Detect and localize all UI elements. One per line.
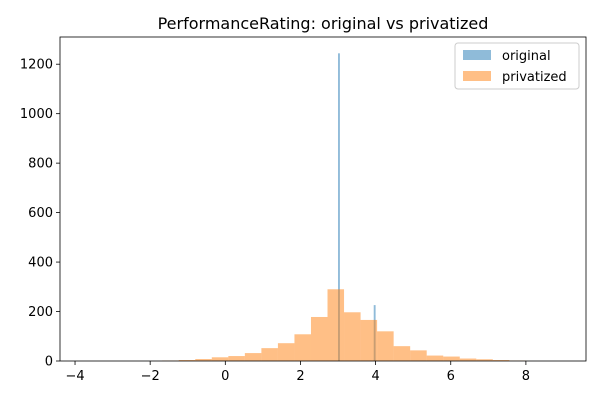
bar-privatized-10 [327, 289, 345, 361]
bar-privatized-15 [410, 350, 427, 361]
x-tick-label-4: 4 [371, 369, 379, 384]
y-tick-label-3: 600 [28, 206, 53, 221]
legend-swatch-privatized [463, 71, 491, 81]
plot-frame [59, 36, 587, 362]
x-tick-label-6: 8 [522, 369, 530, 384]
x-axis: −4 −2 0 2 4 6 8 [65, 361, 530, 384]
bar-privatized-14 [393, 346, 411, 361]
y-tick-label-4: 800 [28, 157, 53, 172]
bar-privatized-17 [443, 356, 460, 361]
legend-label-original: original [502, 49, 551, 64]
bar-privatized-8 [294, 334, 311, 361]
bar-privatized-4 [228, 356, 245, 361]
bar-privatized-9 [310, 316, 328, 361]
legend: original privatized [454, 42, 580, 90]
chart-title: PerformanceRating: original vs privatize… [158, 14, 489, 33]
x-tick-label-5: 6 [447, 369, 455, 384]
bar-privatized-20 [492, 360, 510, 361]
x-tick-label-1: −2 [141, 369, 160, 384]
bar-privatized-1 [178, 360, 196, 361]
bar-original-0 [338, 53, 340, 361]
bar-privatized-6 [261, 348, 278, 361]
bar-privatized-19 [476, 359, 493, 361]
bar-privatized-18 [459, 358, 477, 361]
y-tick-label-0: 0 [45, 355, 53, 370]
x-tick-label-2: 0 [221, 369, 229, 384]
y-tick-label-5: 1000 [20, 107, 53, 122]
y-tick-label-2: 400 [28, 256, 53, 271]
y-tick-label-1: 200 [28, 305, 53, 320]
legend-label-privatized: privatized [502, 70, 567, 85]
x-tick-label-3: 2 [296, 369, 304, 384]
y-axis: 0 200 400 600 800 1000 1200 [20, 58, 60, 370]
bar-privatized-7 [277, 343, 295, 361]
bar-privatized-2 [195, 359, 212, 361]
bar-privatized-3 [211, 357, 229, 361]
y-tick-label-6: 1200 [20, 58, 53, 73]
legend-swatch-original [463, 50, 491, 60]
x-tick-label-0: −4 [65, 369, 84, 384]
bar-privatized-11 [344, 312, 361, 361]
bar-privatized-13 [377, 331, 394, 361]
bar-privatized-5 [244, 353, 262, 361]
bar-privatized-12 [360, 319, 378, 361]
bar-privatized-16 [426, 355, 444, 361]
